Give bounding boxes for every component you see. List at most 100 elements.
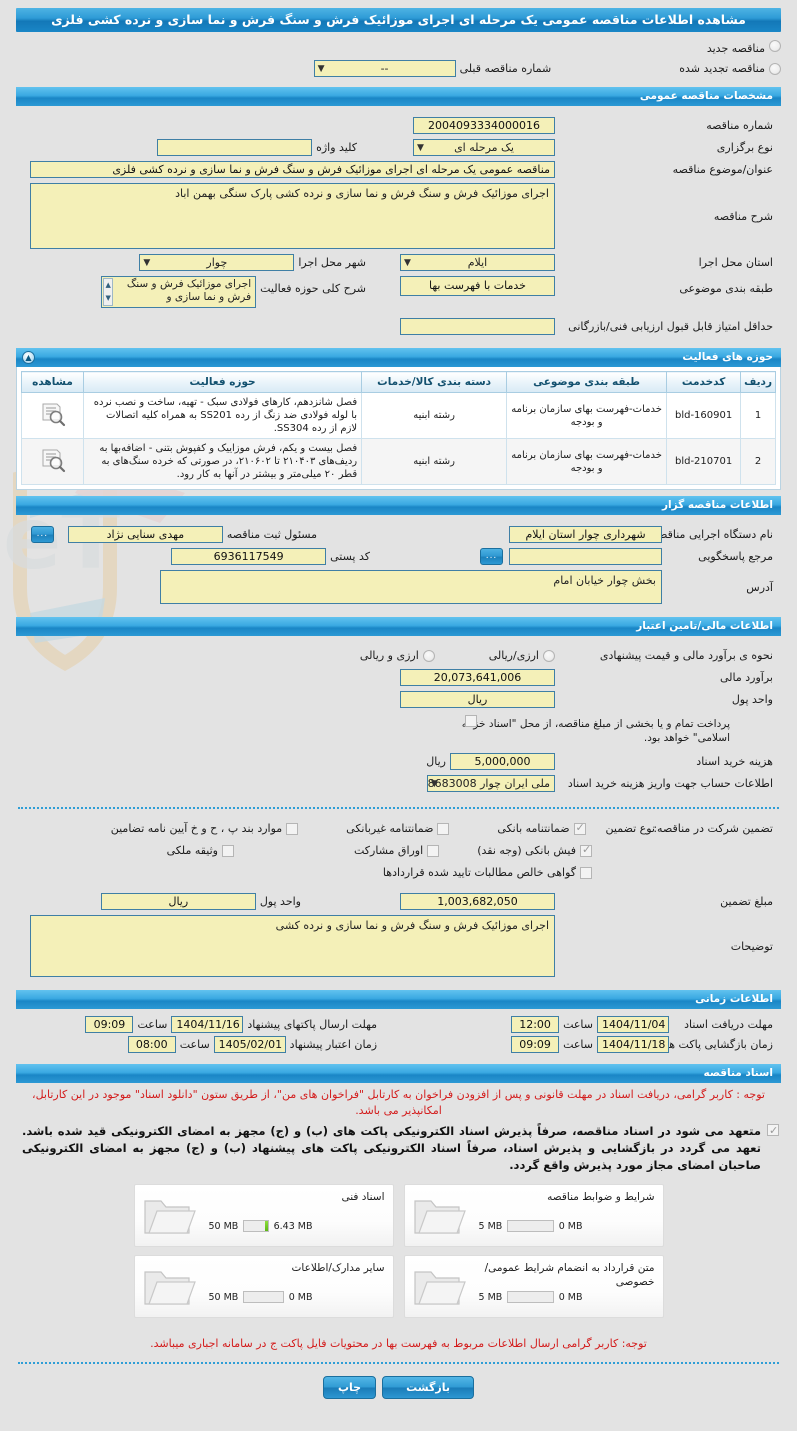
upload-card-max: 5 MB — [478, 1291, 503, 1303]
account-select[interactable]: ▼ ملی ایران چوار 4568683008 — [427, 775, 555, 792]
scroll-down-icon[interactable]: ▼ — [105, 294, 111, 302]
executing-org-field[interactable]: شهرداری چوار استان ایلام — [509, 526, 662, 543]
keyword-label: کلید واژه — [316, 141, 357, 154]
registrar-more-button[interactable]: ... — [30, 526, 54, 543]
section-timing: اطلاعات زمانی — [16, 990, 781, 1009]
checkbox-regulation-clauses[interactable] — [286, 822, 299, 835]
opening-time-field[interactable]: 09:09 — [511, 1036, 560, 1053]
postal-code-field[interactable]: 6936117549 — [171, 548, 327, 565]
proposal-validity-label: زمان اعتبار پیشنهاد — [289, 1038, 378, 1051]
divider-footer — [18, 1362, 779, 1364]
proposal-send-time-field[interactable]: 09:09 — [85, 1016, 134, 1033]
proposal-send-hour-label: ساعت — [137, 1018, 168, 1031]
validity-date-field[interactable]: 1405/02/01 — [213, 1036, 286, 1053]
documents-footer-note: توجه: کاربر گرامی ارسال اطلاعات مربوط به… — [150, 1337, 647, 1350]
opening-hour-label: ساعت — [563, 1038, 593, 1051]
upload-card-technical-docs[interactable]: اسناد فنی 6.43 MB 50 MB — [133, 1184, 394, 1247]
timing-body: مهلت دریافت اسناد 1404/11/04 ساعت 12:00 … — [10, 1009, 787, 1058]
upload-card-meter: 0 MB 5 MB — [479, 1291, 583, 1303]
opening-date-field[interactable]: 1404/11/18 — [597, 1036, 669, 1053]
documents-black-note-row: متعهد می شود در اسناد مناقصه، صرفاً پذیر… — [10, 1121, 787, 1176]
cell-view[interactable] — [21, 392, 84, 439]
guarantee-currency-field[interactable]: ریال — [100, 893, 256, 910]
scroll-up-icon[interactable]: ▲ — [105, 281, 111, 289]
checkbox-participation-bonds-label: اوراق مشارکت — [354, 844, 424, 857]
back-button[interactable]: بازگشت — [382, 1376, 475, 1399]
tender-description-field[interactable]: اجرای موزائیک فرش و سنگ فرش و نما سازی و… — [30, 183, 555, 249]
checkbox-regulation-clauses-label: موارد بند پ ، ح و خ آیین نامه تضامین — [110, 822, 283, 835]
doc-receive-date-field[interactable]: 1404/11/04 — [597, 1016, 669, 1033]
tender-subject-field[interactable]: مناقصه عمومی یک مرحله ای اجرای موزائیک ف… — [30, 161, 555, 178]
proposal-send-date-field[interactable]: 1404/11/16 — [171, 1016, 244, 1033]
currency-unit-field[interactable]: ریال — [400, 691, 555, 708]
guarantee-body: تضمین شرکت در مناقصه: نوع تضمین ضمانتنام… — [10, 809, 787, 984]
collapse-icon[interactable]: ▲ — [22, 351, 35, 364]
doc-receive-hour-label: ساعت — [563, 1018, 593, 1031]
document-search-icon[interactable] — [40, 401, 66, 427]
upload-card-used: 6.43 MB — [273, 1220, 313, 1232]
registrar-field[interactable]: مهدی سنایی نژاد — [67, 526, 223, 543]
upload-card-terms-conditions[interactable]: شرایط و ضوابط مناقصه 0 MB 5 MB — [403, 1184, 664, 1247]
page-title: مشاهده اطلاعات مناقصه عمومی یک مرحله ای … — [16, 8, 781, 32]
holding-type-label: نوع برگزاری — [716, 141, 773, 154]
upload-card-title: متن قرارداد به انضمام شرایط عمومی/خصوصی — [484, 1262, 655, 1288]
treasury-note-checkbox[interactable] — [465, 715, 477, 727]
respondent-more-button[interactable]: ... — [480, 548, 503, 565]
prev-tender-number-value: -- — [380, 62, 389, 75]
folder-icon — [143, 1200, 196, 1234]
folder-icon — [413, 1200, 466, 1234]
checkbox-net-claims-certificate[interactable] — [580, 866, 592, 879]
keyword-field[interactable] — [157, 139, 313, 156]
guarantee-amount-field[interactable]: 1,003,682,050 — [400, 893, 555, 910]
upload-card-used: 0 MB — [558, 1291, 583, 1303]
min-score-field[interactable] — [400, 318, 555, 335]
section-authority-title: اطلاعات مناقصه گزار — [661, 499, 773, 511]
document-search-icon[interactable] — [40, 447, 66, 473]
print-button[interactable]: چاپ — [322, 1376, 377, 1399]
section-activity-areas: ▲ حوزه های فعالیت — [16, 348, 781, 367]
doc-cost-field[interactable]: 5,000,000 — [450, 753, 555, 770]
scrollbar[interactable]: ▲ ▼ — [103, 278, 114, 306]
authority-body: نام دستگاه اجرایی مناقصه گزار شهرداری چو… — [10, 515, 787, 611]
electronic-signature-checkbox[interactable] — [767, 1122, 779, 1139]
doc-receive-time-field[interactable]: 12:00 — [511, 1016, 560, 1033]
cell-category: رشته ابنیه — [361, 438, 508, 485]
cell-view[interactable] — [21, 438, 84, 485]
financial-estimate-field[interactable]: 20,073,641,006 — [400, 669, 555, 686]
checkbox-participation-bonds[interactable] — [427, 844, 440, 857]
radio-new-tender[interactable] — [769, 40, 781, 52]
holding-type-select[interactable]: ▼ یک مرحله ای — [413, 139, 555, 156]
postal-code-label: کد پستی — [330, 550, 370, 563]
upload-card-contract-text[interactable]: متن قرارداد به انضمام شرایط عمومی/خصوصی … — [403, 1255, 664, 1318]
checkbox-bank-receipt[interactable] — [580, 843, 592, 857]
financial-estimate-label: برآورد مالی — [720, 671, 773, 684]
estimate-method-label: نحوه ی برآورد مالی و قیمت پیشنهادی — [599, 649, 773, 662]
upload-card-meter: 6.43 MB 50 MB — [209, 1220, 313, 1232]
activity-summary-field[interactable]: ▲ ▼ اجرای موزائیک فرش و سنگ فرش و نما سا… — [101, 276, 257, 308]
prev-tender-number-label: شماره مناقصه قبلی — [459, 62, 552, 75]
guarantee-notes-field[interactable]: اجرای موزائیک فرش و سنگ فرش و نما سازی و… — [30, 915, 555, 977]
chevron-down-icon: ▼ — [143, 258, 151, 268]
respondent-field[interactable] — [509, 548, 662, 565]
classification-field[interactable]: خدمات با فهرست بها — [400, 276, 555, 296]
radio-fx-rial[interactable] — [543, 649, 555, 662]
prev-tender-number-select[interactable]: ▼ -- — [313, 60, 456, 77]
city-select[interactable]: ▼ چوار — [139, 254, 295, 271]
checkbox-nonbank-guarantee[interactable] — [437, 822, 450, 835]
treasury-note-row: پرداخت تمام و یا بخشی از مبلغ مناقصه، از… — [20, 713, 777, 747]
checkbox-bank-guarantee[interactable] — [573, 821, 586, 835]
checkbox-property-collateral[interactable] — [222, 844, 234, 857]
upload-card-meter: 0 MB 5 MB — [479, 1220, 583, 1232]
checkbox-bank-guarantee-label: ضمانتنامه بانکی — [497, 822, 570, 835]
address-field[interactable]: بخش چوار خیابان امام — [160, 570, 662, 604]
validity-time-field[interactable]: 08:00 — [127, 1036, 176, 1053]
tender-number-field[interactable]: 2004093334000016 — [413, 117, 555, 134]
section-finance-title: اطلاعات مالی/تامین اعتبار — [636, 620, 773, 632]
upload-card-other-docs[interactable]: سایر مدارک/اطلاعات 0 MB 50 MB — [133, 1255, 394, 1318]
upload-progress-bar — [507, 1291, 554, 1303]
radio-fx-and-rial[interactable] — [422, 649, 435, 662]
executing-org-label: نام دستگاه اجرایی مناقصه گزار — [629, 528, 773, 541]
radio-renewed-tender[interactable] — [769, 62, 781, 75]
province-select[interactable]: ▼ ایلام — [400, 254, 555, 271]
tender-subject-label: عنوان/موضوع مناقصه — [672, 163, 773, 176]
